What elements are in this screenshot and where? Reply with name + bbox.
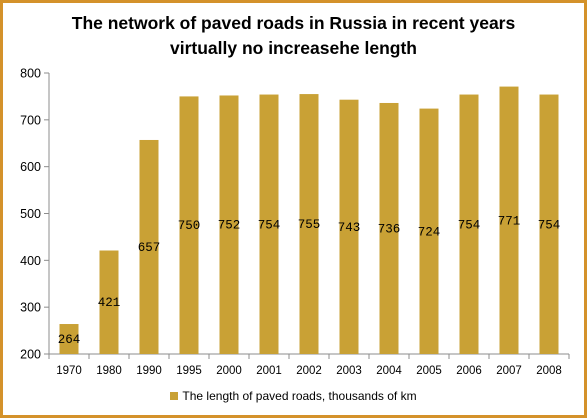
y-tick-label: 800 <box>20 67 41 81</box>
x-tick-label: 2006 <box>456 365 482 377</box>
data-label: 657 <box>138 241 161 255</box>
data-label: 421 <box>98 296 121 310</box>
legend: The length of paved roads, thousands of … <box>3 389 584 403</box>
x-tick-label: 2002 <box>296 365 322 377</box>
bar-1970 <box>59 324 79 354</box>
data-label: 736 <box>378 222 401 236</box>
bar-2003 <box>339 99 359 354</box>
data-label: 754 <box>458 218 481 232</box>
data-label: 752 <box>218 219 241 233</box>
y-tick-label: 700 <box>20 113 41 127</box>
y-tick-label: 300 <box>20 301 41 315</box>
legend-label: The length of paved roads, thousands of … <box>182 389 417 403</box>
y-tick-label: 500 <box>20 207 41 221</box>
x-tick-label: 1995 <box>176 365 202 377</box>
x-tick-label: 2001 <box>256 365 282 377</box>
data-label: 724 <box>418 225 441 239</box>
y-tick-label: 200 <box>20 348 41 362</box>
bar-1980 <box>99 250 119 354</box>
chart-title-line-2: virtually no increasehe length <box>169 38 418 58</box>
bar-2004 <box>379 102 399 355</box>
bar-1995 <box>179 96 199 355</box>
chart-title: The network of paved roads in Russia in … <box>3 11 584 61</box>
data-label: 771 <box>498 214 521 228</box>
bar-chart: 200 300 400 500 600 700 800 1970 264 1980 421 1990 6… <box>20 67 570 377</box>
x-tick-label: 1980 <box>96 365 122 377</box>
data-label: 264 <box>58 333 81 347</box>
x-tick-label: 2003 <box>336 365 362 377</box>
y-tick-label: 400 <box>20 254 41 268</box>
bar-2001 <box>259 94 279 354</box>
data-label: 755 <box>298 218 321 232</box>
bar-2007 <box>499 86 519 354</box>
data-label: 754 <box>538 218 561 232</box>
x-tick-label: 2005 <box>416 365 442 377</box>
bar-2000 <box>219 95 239 354</box>
legend-swatch <box>170 392 179 400</box>
x-tick-label: 2004 <box>376 365 402 377</box>
y-tick-label: 600 <box>20 160 41 174</box>
bar-2006 <box>459 94 479 354</box>
chart-title-line-1: The network of paved roads in Russia in … <box>71 13 516 33</box>
x-tick-label: 2007 <box>496 365 522 377</box>
bar-2008 <box>539 94 559 354</box>
x-tick-label: 2000 <box>216 365 242 377</box>
data-label: 750 <box>178 219 201 233</box>
bar-2002 <box>299 94 319 354</box>
bar-1990 <box>139 139 159 354</box>
bar-2005 <box>419 108 439 355</box>
data-label: 743 <box>338 221 361 235</box>
x-tick-label: 1990 <box>136 365 162 377</box>
data-label: 754 <box>258 218 281 232</box>
x-tick-label: 2008 <box>536 365 562 377</box>
x-tick-label: 1970 <box>56 365 82 377</box>
